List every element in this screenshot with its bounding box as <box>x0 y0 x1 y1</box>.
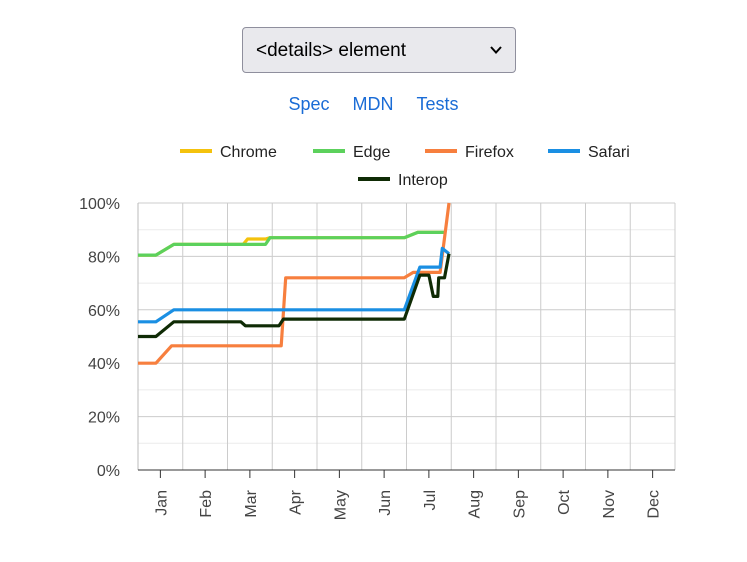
x-tick-label: Feb <box>198 490 215 518</box>
x-tick-label: Jun <box>377 490 394 516</box>
x-tick-label: Oct <box>556 489 573 514</box>
x-tick-label: Jan <box>153 490 170 516</box>
x-tick-label: Apr <box>288 489 305 515</box>
legend-label-interop: Interop <box>398 172 448 189</box>
y-tick-label: 80% <box>88 249 120 266</box>
x-tick-label: Mar <box>243 489 260 517</box>
mdn-link[interactable]: MDN <box>352 94 394 114</box>
y-tick-label: 40% <box>88 356 120 373</box>
x-tick-label: Jul <box>422 490 439 510</box>
legend-label-firefox: Firefox <box>465 144 514 161</box>
x-tick-label: Nov <box>601 490 618 518</box>
legend-label-chrome: Chrome <box>220 144 277 161</box>
feature-select-value: <details> element <box>256 40 406 61</box>
chevron-down-icon <box>490 46 502 54</box>
x-tick-label: May <box>332 490 349 520</box>
spec-link[interactable]: Spec <box>288 94 330 114</box>
x-tick-label: Aug <box>467 490 484 518</box>
legend-label-edge: Edge <box>353 144 390 161</box>
series-line-edge <box>138 230 445 257</box>
x-tick-label: Sep <box>511 490 528 519</box>
y-tick-label: 60% <box>88 303 120 320</box>
tests-link[interactable]: Tests <box>416 94 459 114</box>
feature-select[interactable]: <details> element <box>242 27 516 73</box>
y-tick-label: 0% <box>97 463 120 480</box>
y-tick-label: 20% <box>88 410 120 427</box>
legend-label-safari: Safari <box>588 144 630 161</box>
series-line-firefox <box>138 202 451 365</box>
y-tick-label: 100% <box>79 196 120 213</box>
x-tick-label: Dec <box>646 490 663 518</box>
feature-links: Spec MDN Tests <box>0 94 747 115</box>
series-line-interop <box>138 253 451 339</box>
series-line-safari <box>138 246 450 324</box>
